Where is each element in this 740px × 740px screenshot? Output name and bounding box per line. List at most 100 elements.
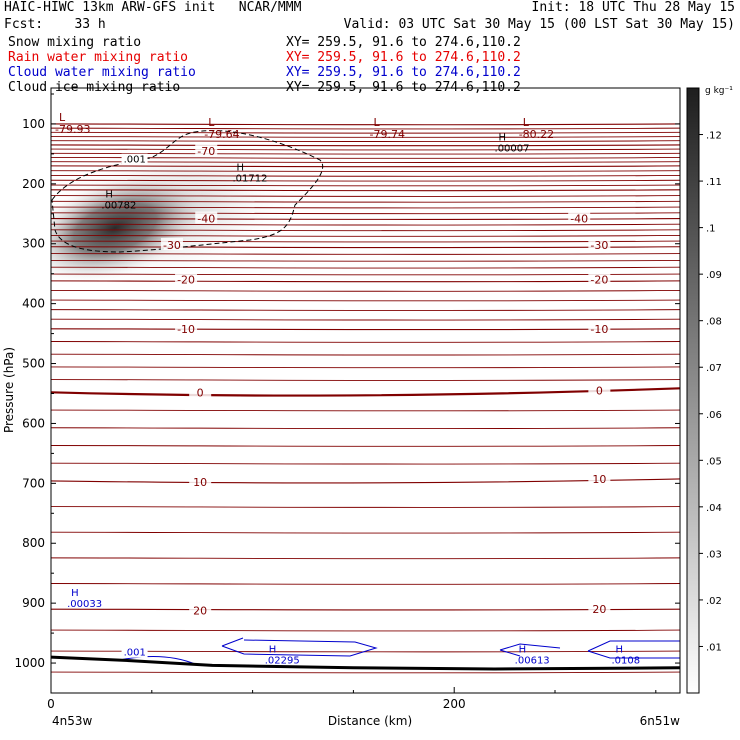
isotherm-0	[51, 387, 680, 397]
isotherm-label-bg	[175, 321, 198, 334]
isotherm--78	[51, 127, 680, 130]
cloudwater-max-value: .00033	[67, 599, 102, 610]
temp-min-marker: L	[208, 116, 215, 129]
isotherm--74	[51, 136, 680, 138]
isotherm-12	[51, 506, 680, 508]
isotherm-label: -10	[177, 323, 195, 336]
isotherm-label-bg	[588, 383, 611, 396]
isotherm-22	[51, 629, 680, 632]
isotherm--2	[51, 379, 680, 381]
temp-min-marker: L	[374, 116, 381, 129]
colorbar-tick-label: .03	[706, 549, 722, 560]
isotherm--66	[51, 152, 680, 155]
y-tick-label-700: 700	[22, 476, 45, 490]
isotherm-14	[51, 531, 680, 534]
isotherm--60	[51, 165, 680, 168]
isotherm-label: -40	[570, 213, 588, 226]
x-endpoint-left: 4n53w	[52, 714, 93, 728]
y-tick-label-1000: 1000	[14, 656, 45, 670]
isotherm--32	[51, 240, 680, 243]
y-tick-label-100: 100	[22, 117, 45, 131]
header-line1-left: HAIC-HIWC 13km ARW-GFS init NCAR/MMM	[4, 0, 302, 15]
isotherm-label-bg	[189, 385, 212, 398]
contour-label-ice: .001	[124, 155, 146, 166]
plot-frame	[50, 87, 681, 694]
y-tick-label-300: 300	[22, 237, 45, 251]
isotherm--42	[51, 212, 680, 215]
isotherm--30	[51, 246, 680, 249]
temp-min-marker: L	[523, 116, 530, 129]
cloudwater-contour-2	[119, 656, 196, 665]
plot-area	[51, 123, 680, 693]
isotherm-16	[51, 557, 680, 560]
temp-min-value: -79.93	[55, 123, 90, 136]
colorbar-tick-label: .09	[706, 270, 722, 281]
isotherm--44	[51, 206, 680, 209]
field-xy-snow: XY= 259.5, 91.6 to 274.6,110.2	[286, 35, 521, 50]
y-tick-label-500: 500	[22, 357, 45, 371]
isotherm-20	[51, 608, 680, 611]
colorbar-tick-label: .02	[706, 596, 722, 607]
cloudwater-max-value: .0108	[611, 655, 640, 666]
isotherm-label: 0	[596, 385, 603, 398]
isotherm-group	[51, 123, 680, 693]
isotherm-label: -30	[163, 239, 181, 252]
isotherm--36	[51, 229, 680, 232]
isotherm-label: -40	[197, 213, 215, 226]
isotherm-26	[51, 671, 680, 674]
isotherm--52	[51, 184, 680, 187]
ice-max-marker: H	[236, 163, 244, 174]
temp-min-value: -80.22	[519, 128, 554, 141]
isotherm--12	[51, 318, 680, 321]
colorbar-tick-label: .01	[706, 642, 722, 653]
isotherm--56	[51, 175, 680, 177]
y-tick-label-600: 600	[22, 416, 45, 430]
isotherm--58	[51, 170, 680, 173]
x-endpoint-right: 6n51w	[640, 714, 681, 728]
cloudwater-contour-1	[221, 637, 378, 657]
isotherm-label-bg	[195, 143, 218, 156]
isotherm-10	[51, 478, 680, 484]
isotherm-label: 20	[193, 604, 207, 617]
ice-max-marker: H	[499, 133, 507, 144]
colorbar-tick-label: .08	[706, 317, 722, 328]
temp-min-marker: L	[59, 111, 66, 124]
y-tick-label-800: 800	[22, 536, 45, 550]
isotherm--72	[51, 140, 680, 143]
isotherm-label: -30	[590, 239, 608, 252]
field-name-snow: Snow mixing ratio	[8, 35, 142, 50]
isotherm-label: 10	[193, 476, 207, 489]
ice-max-marker: H	[105, 190, 113, 201]
isotherm-label-bg	[175, 272, 198, 285]
isotherm--6	[51, 353, 680, 356]
colorbar-tick-label: .05	[706, 456, 722, 467]
isotherm-label: 20	[592, 603, 606, 616]
isotherm-label-bg	[588, 272, 611, 285]
cloudwater-max-marker: H	[269, 644, 277, 655]
cloudwater-max-value: .00613	[515, 655, 550, 666]
isotherm--38	[51, 223, 680, 226]
isotherm-18	[51, 583, 680, 585]
colorbar	[686, 87, 700, 694]
isotherm--62	[51, 161, 680, 164]
isotherm--68	[51, 148, 680, 151]
isotherm--26	[51, 259, 680, 262]
cloudwater-contour-4	[587, 640, 680, 659]
isotherm--80	[51, 123, 680, 126]
x-tick-label-0: 0	[47, 697, 55, 711]
isotherm-4	[51, 427, 680, 430]
header-line1-right: Init: 18 UTC Thu 28 May 15	[531, 0, 736, 15]
header-line2-right: Valid: 03 UTC Sat 30 May 15 (00 LST Sat …	[343, 17, 735, 32]
ice-max-value: .00007	[495, 144, 530, 155]
cloudwater-max-marker: H	[519, 644, 527, 655]
isotherm--28	[51, 253, 680, 255]
isotherm-label: -20	[177, 274, 195, 287]
isotherm--24	[51, 266, 680, 269]
isotherm--10	[51, 328, 680, 331]
cloudwater-max-marker: H	[71, 588, 79, 599]
y-tick-label-200: 200	[22, 177, 45, 191]
temp-min-value: -79.74	[370, 128, 405, 141]
